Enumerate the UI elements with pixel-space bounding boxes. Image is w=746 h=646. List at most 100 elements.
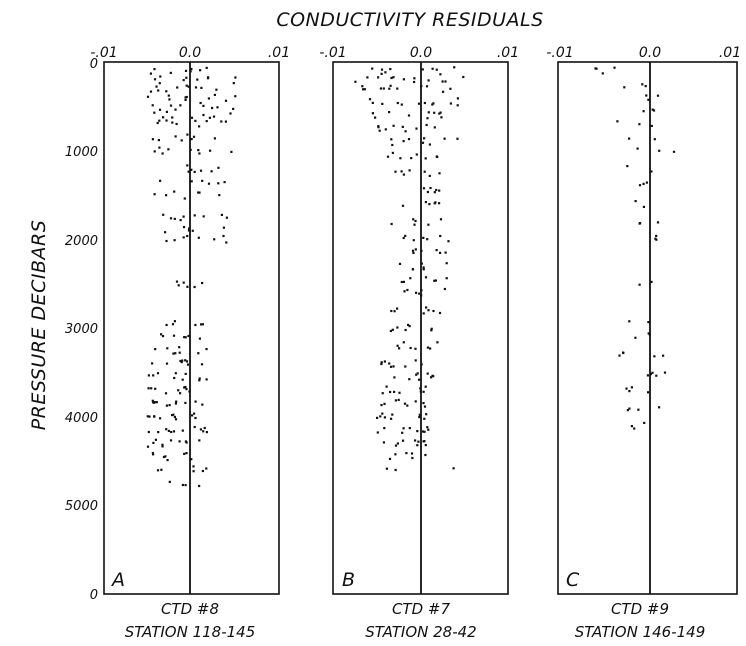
- residual-point: [153, 111, 156, 114]
- residual-point: [637, 408, 640, 411]
- residual-point: [402, 236, 405, 240]
- residual-point: [389, 329, 392, 333]
- residual-point: [224, 120, 227, 123]
- residual-point: [381, 392, 384, 395]
- residual-point: [179, 219, 182, 222]
- residual-point: [158, 146, 161, 149]
- residual-point: [198, 152, 201, 155]
- residual-point: [207, 182, 211, 185]
- residual-point: [379, 87, 382, 90]
- residual-point: [182, 79, 185, 82]
- residual-point: [658, 149, 661, 152]
- residual-point: [173, 190, 176, 193]
- residual-point: [149, 72, 152, 75]
- residual-point: [407, 323, 410, 326]
- residual-point: [169, 71, 172, 74]
- x-tick-label: 0.0: [639, 45, 661, 61]
- residual-point: [650, 124, 653, 127]
- residual-point: [452, 467, 455, 470]
- residual-point: [202, 215, 205, 218]
- residual-point: [215, 88, 218, 91]
- residual-point: [153, 78, 157, 81]
- residual-point: [178, 440, 181, 443]
- residual-point: [159, 417, 162, 420]
- residual-point: [443, 287, 446, 291]
- residual-point: [422, 440, 425, 443]
- residual-point: [197, 352, 200, 355]
- residual-point: [205, 66, 208, 69]
- residual-point: [185, 360, 189, 363]
- residual-point: [416, 444, 419, 447]
- residual-point: [171, 414, 174, 417]
- residual-point: [653, 355, 656, 358]
- residual-point: [655, 234, 658, 237]
- station-label: STATION 28-42: [365, 623, 476, 641]
- residual-point: [146, 95, 150, 98]
- residual-point: [651, 108, 654, 111]
- residual-point: [165, 404, 168, 407]
- residual-point: [638, 184, 642, 187]
- residual-point: [414, 248, 417, 251]
- residual-point: [186, 234, 189, 238]
- residual-point: [217, 166, 220, 169]
- residual-point: [213, 238, 216, 241]
- residual-point: [153, 193, 156, 196]
- residual-point: [183, 197, 186, 200]
- residual-point: [663, 371, 667, 374]
- residual-point: [151, 452, 154, 455]
- residual-point: [158, 82, 161, 85]
- residual-point: [216, 106, 219, 109]
- residual-point: [181, 378, 184, 381]
- residual-point: [389, 365, 393, 368]
- residual-point: [390, 222, 393, 226]
- residual-point: [626, 165, 629, 168]
- residual-point: [426, 426, 429, 429]
- residual-point: [404, 328, 407, 332]
- residual-point: [155, 401, 158, 404]
- residual-point: [165, 194, 168, 197]
- residual-point: [379, 415, 382, 418]
- residual-point: [439, 73, 442, 76]
- residual-point: [389, 390, 392, 394]
- residual-point: [429, 347, 432, 350]
- residual-point: [438, 311, 442, 315]
- residual-point: [147, 387, 150, 390]
- residual-point: [162, 455, 166, 459]
- residual-point: [628, 407, 631, 410]
- residual-point: [650, 280, 653, 283]
- residual-point: [232, 107, 235, 110]
- residual-point: [186, 285, 189, 288]
- residual-point: [411, 456, 414, 460]
- residual-point: [158, 119, 161, 122]
- residual-point: [199, 101, 202, 105]
- residual-point: [424, 385, 427, 388]
- residual-point: [155, 85, 158, 88]
- residual-point: [225, 216, 228, 219]
- residual-point: [185, 76, 188, 79]
- residual-point: [173, 415, 176, 419]
- residual-point: [187, 85, 190, 88]
- residual-point: [638, 283, 641, 286]
- residual-point: [388, 87, 391, 90]
- residual-point: [198, 377, 201, 380]
- residual-point: [173, 320, 176, 323]
- residual-point: [165, 239, 168, 243]
- residual-point: [456, 104, 459, 107]
- residual-point: [210, 170, 213, 173]
- residual-point: [169, 217, 173, 220]
- residual-point: [424, 201, 427, 204]
- residual-point: [202, 104, 205, 107]
- residual-point: [193, 425, 196, 429]
- residual-point: [164, 392, 168, 395]
- residual-point: [428, 174, 431, 177]
- residual-point: [371, 112, 374, 115]
- residual-point: [396, 101, 399, 105]
- residual-point: [433, 111, 436, 114]
- residual-point: [178, 346, 181, 349]
- residual-point: [411, 249, 415, 252]
- residual-point: [170, 430, 173, 434]
- residual-point: [425, 85, 429, 88]
- residual-point: [414, 439, 417, 442]
- residual-point: [408, 325, 411, 328]
- residual-point: [184, 69, 188, 72]
